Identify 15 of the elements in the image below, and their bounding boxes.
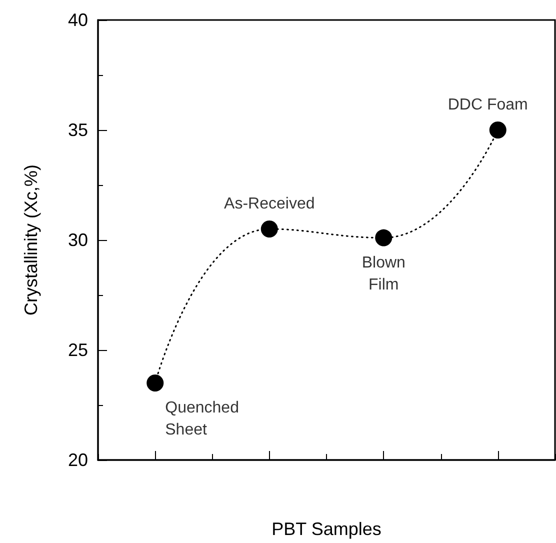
point <box>260 220 278 238</box>
y-axis-title: Crystallinity (Xc,%) <box>21 164 41 316</box>
y-tick-label: 30 <box>68 230 88 250</box>
annotation: Blown Film <box>362 254 406 294</box>
point <box>489 122 506 138</box>
point <box>375 229 392 246</box>
annotation: Quenched Sheet <box>165 400 239 438</box>
y-tick-label: 25 <box>68 340 88 360</box>
annotation: As-Received <box>224 196 315 212</box>
point <box>146 374 164 392</box>
annotation: DDC Foam <box>448 96 528 114</box>
y-tick-label: 40 <box>68 10 88 30</box>
y-tick-label: 20 <box>68 450 88 470</box>
x-axis-title: PBT Samples <box>272 519 382 539</box>
y-tick-label: 35 <box>68 120 88 140</box>
